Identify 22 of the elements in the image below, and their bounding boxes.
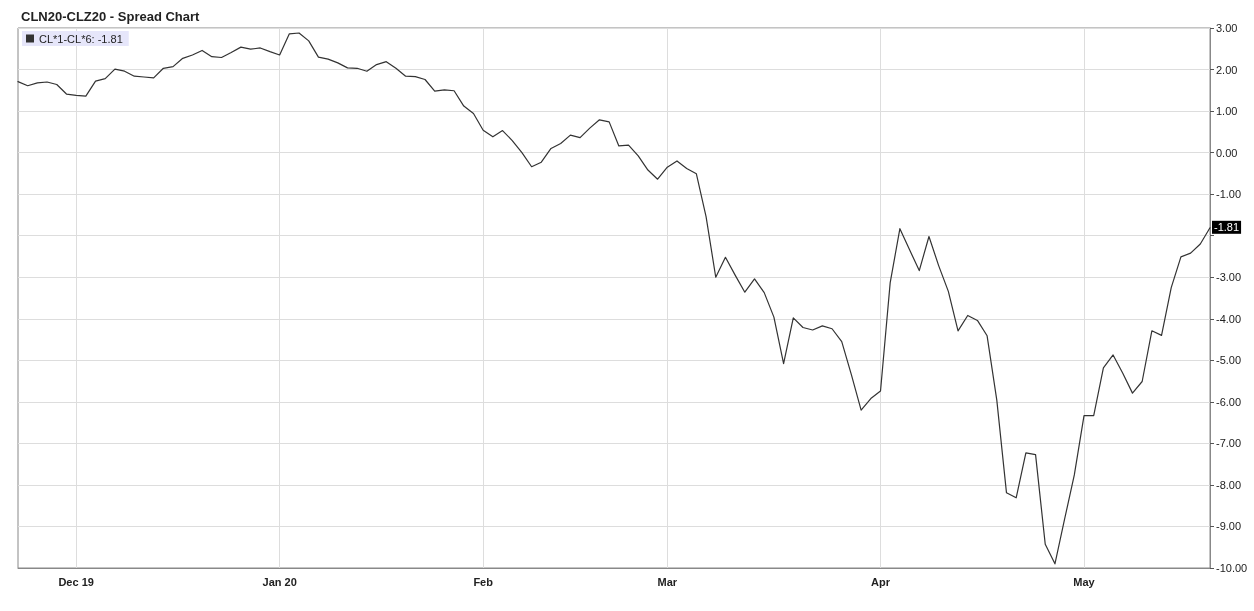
y-tick-label: -1.00 (1216, 188, 1242, 201)
y-tick-label: -10.00 (1216, 562, 1248, 574)
x-tick-label: Dec 19 (58, 575, 94, 588)
y-tick-label: -4.00 (1216, 312, 1242, 325)
chart-title: CLN20-CLZ20 - Spread Chart (21, 9, 201, 24)
y-tick-label: -6.00 (1216, 395, 1242, 408)
x-tick-label: Feb (473, 575, 494, 588)
x-tick-label: May (1073, 575, 1096, 588)
y-tick-label: -8.00 (1216, 478, 1242, 491)
y-tick-label: -5.00 (1216, 354, 1242, 367)
y-tick-label: 3.00 (1216, 22, 1238, 34)
y-tick-label: 1.00 (1216, 105, 1238, 118)
y-tick-label: 0.00 (1216, 146, 1238, 159)
y-tick-label: 2.00 (1216, 63, 1238, 76)
annotation: -1.81 (1214, 221, 1240, 234)
legend-label: CL*1-CL*6: -1.81 (39, 32, 123, 45)
x-tick-label: Apr (871, 575, 891, 588)
x-tick-label: Mar (657, 575, 678, 588)
y-tick-label: -3.00 (1216, 271, 1242, 284)
x-tick-label: Jan 20 (262, 575, 297, 588)
y-tick-label: -9.00 (1216, 520, 1242, 533)
y-tick-label: -7.00 (1216, 437, 1242, 450)
